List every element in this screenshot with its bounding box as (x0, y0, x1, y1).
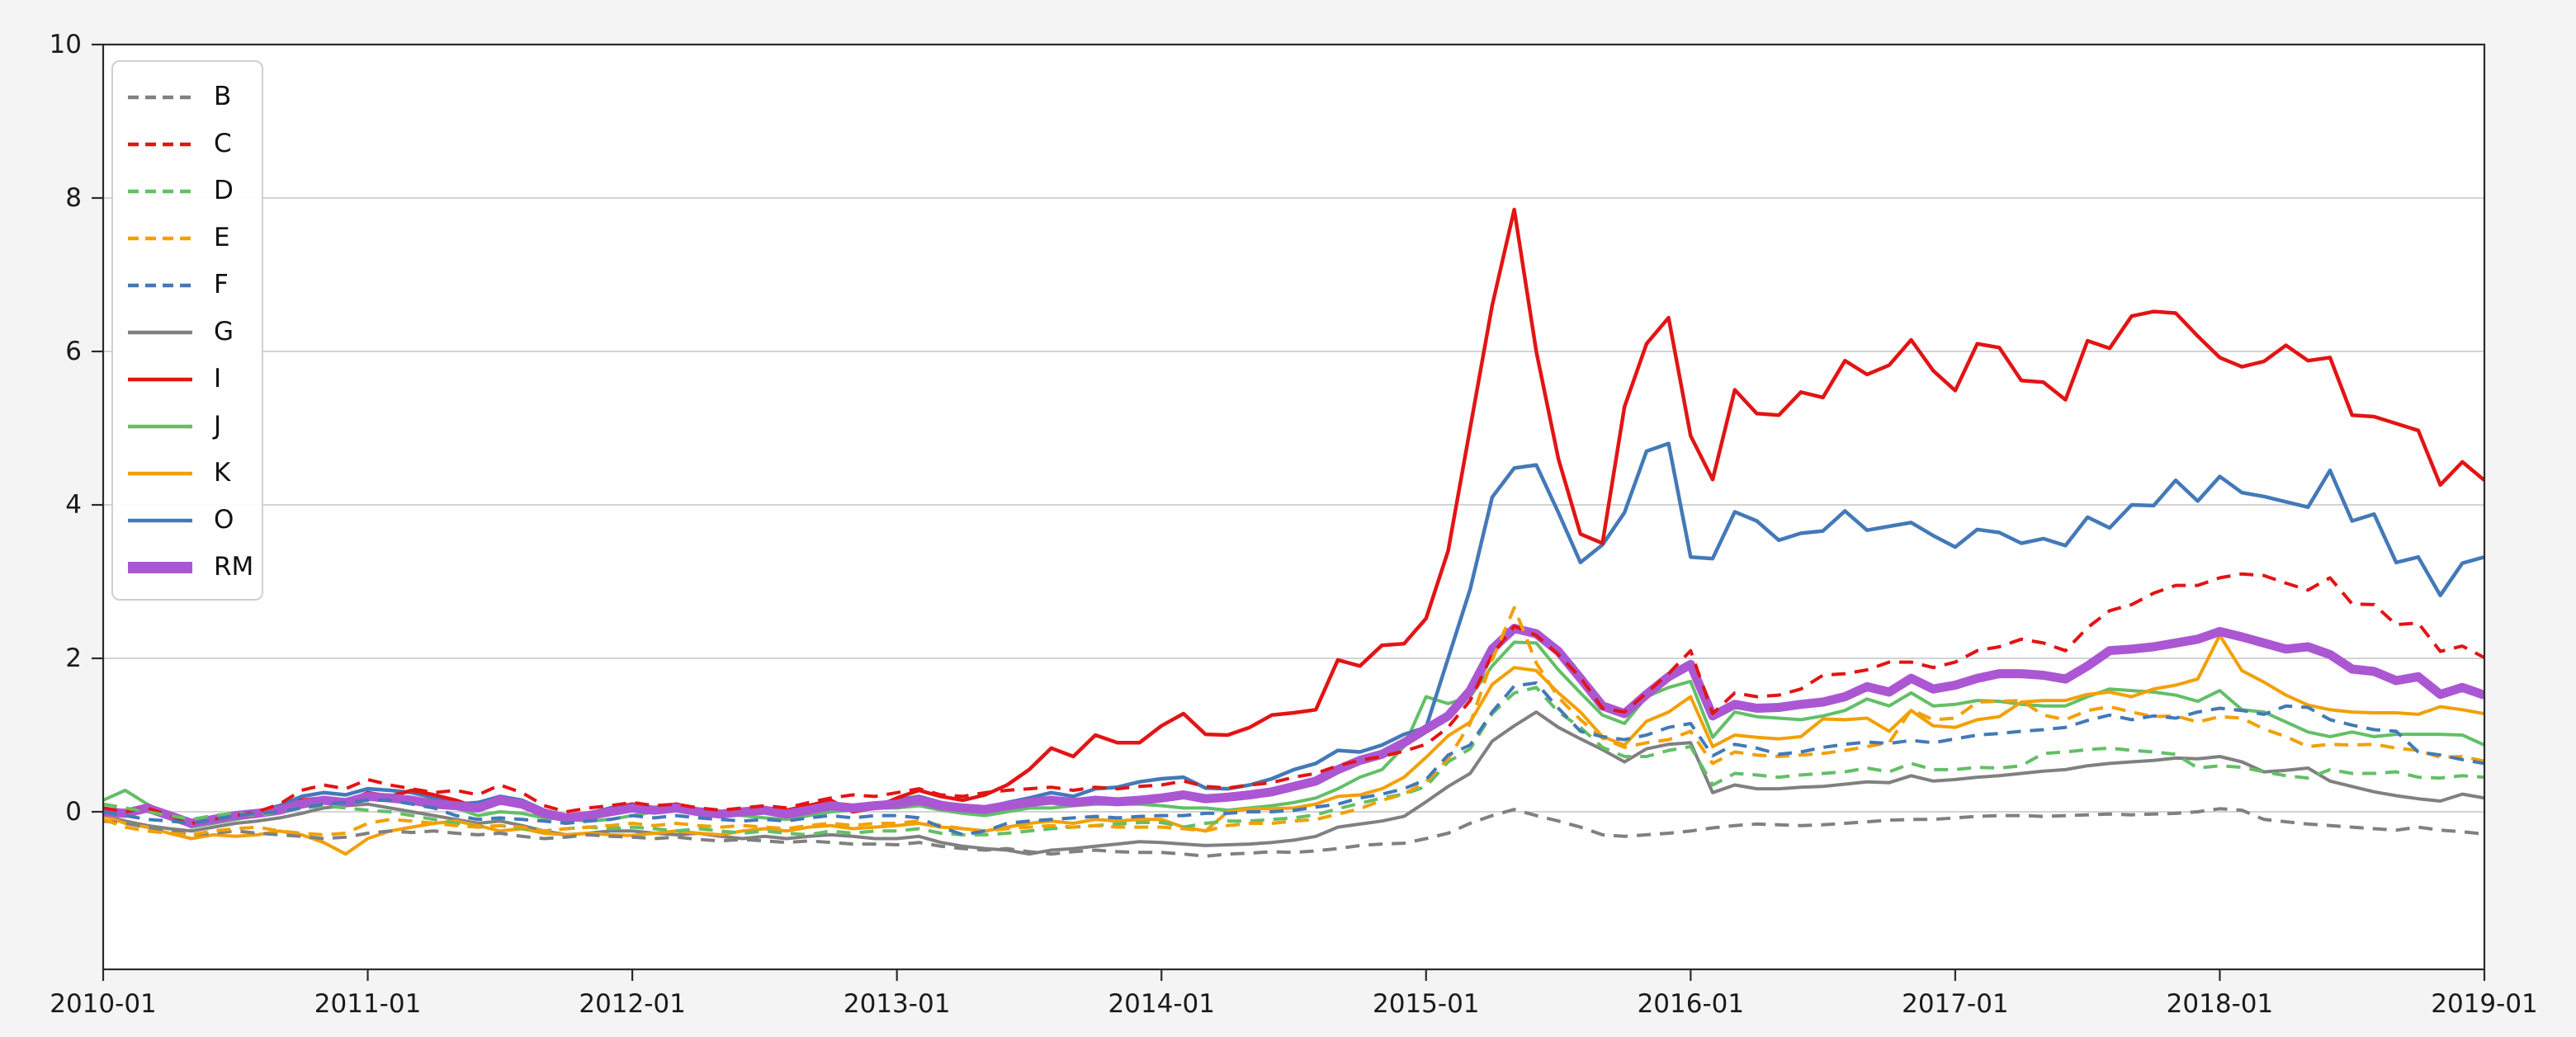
series-line-F (103, 681, 2484, 837)
legend-label-I: I (214, 364, 222, 394)
x-tick-label-2013-01: 2013-01 (844, 989, 951, 1019)
y-tick-label-10: 10 (50, 30, 82, 59)
x-tick-label-2019-01: 2019-01 (2431, 989, 2538, 1019)
legend-label-E: E (214, 223, 230, 252)
series-line-J (103, 640, 2484, 829)
series-line-K (103, 634, 2484, 856)
legend-swatch-O-icon (128, 518, 192, 522)
legend-swatch-F-icon (128, 283, 192, 287)
series-line-RM (103, 624, 2484, 828)
legend-swatch-B-icon (128, 95, 192, 99)
x-tick-label-2017-01: 2017-01 (1902, 989, 2009, 1019)
legend-label-RM: RM (214, 552, 254, 582)
legend-label-J: J (214, 411, 222, 441)
legend-item-RM: RM (125, 544, 253, 591)
legend-label-F: F (214, 270, 229, 299)
legend-swatch-K-icon (128, 471, 192, 475)
legend-swatch-C-icon (128, 142, 192, 146)
y-tick-label-2: 2 (65, 643, 82, 673)
legend-swatch-RM-icon (128, 561, 192, 573)
legend-label-D: D (214, 176, 234, 205)
series-line-G (103, 710, 2484, 856)
y-tick-label-4: 4 (65, 490, 82, 520)
legend-swatch-I-icon (128, 377, 192, 381)
x-tick-label-2011-01: 2011-01 (314, 989, 422, 1019)
legend-label-K: K (214, 458, 231, 488)
legend-label-C: C (214, 129, 232, 158)
legend-label-G: G (214, 317, 234, 346)
x-tick-label-2016-01: 2016-01 (1638, 989, 1745, 1019)
legend-item-B: B (125, 73, 253, 120)
x-tick-label-2010-01: 2010-01 (50, 989, 157, 1019)
legend-item-F: F (125, 262, 253, 309)
legend-swatch-E-icon (128, 236, 192, 240)
legend-item-I: I (125, 356, 253, 403)
legend-item-G: G (125, 309, 253, 356)
series-line-E (103, 606, 2484, 837)
legend-label-B: B (214, 82, 232, 111)
legend-item-O: O (125, 497, 253, 544)
legend-item-C: C (125, 120, 253, 167)
y-tick-label-6: 6 (65, 337, 82, 366)
x-tick-label-2012-01: 2012-01 (579, 989, 686, 1019)
x-tick-label-2015-01: 2015-01 (1373, 989, 1480, 1019)
legend: B C D E F G I J K O RM (111, 60, 264, 601)
legend-label-O: O (214, 505, 234, 535)
legend-swatch-G-icon (128, 330, 192, 334)
plot-border (102, 43, 2486, 971)
series-line-B (103, 807, 2484, 858)
legend-swatch-J-icon (128, 424, 192, 428)
legend-item-E: E (125, 214, 253, 262)
legend-item-K: K (125, 450, 253, 497)
x-tick-label-2014-01: 2014-01 (1108, 989, 1215, 1019)
y-tick-label-8: 8 (65, 183, 82, 213)
legend-item-J: J (125, 403, 253, 450)
legend-swatch-D-icon (128, 189, 192, 193)
y-tick-label-0: 0 (65, 797, 82, 827)
legend-item-D: D (125, 167, 253, 214)
x-tick-label-2018-01: 2018-01 (2167, 989, 2274, 1019)
